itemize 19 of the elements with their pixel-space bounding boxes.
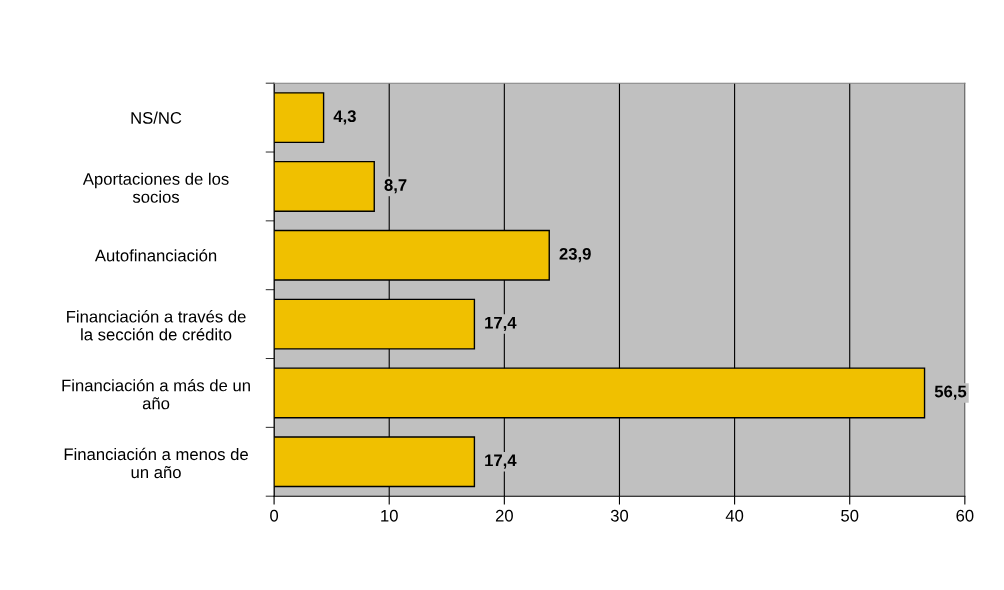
- x-tick-label: 0: [270, 509, 279, 522]
- x-tick-label: 20: [495, 509, 513, 522]
- data-label: 4,3: [333, 110, 356, 125]
- data-label: 8,7: [384, 179, 407, 194]
- x-tick-label: 60: [956, 509, 974, 522]
- data-label: 56,5: [934, 385, 967, 400]
- data-label: 17,4: [485, 316, 517, 331]
- y-tick-label: Autofinanciación: [94, 249, 217, 262]
- y-tick-label: NS/NC: [131, 111, 182, 124]
- x-tick-label: 40: [725, 509, 744, 522]
- x-tick-label: 30: [610, 509, 629, 522]
- y-tick-label: Financiación a menos de un año: [64, 447, 248, 479]
- y-tick-label: Financiación a más de un año: [62, 378, 250, 410]
- y-tick-label: Aportaciones de los socios: [82, 172, 229, 203]
- y-tick-label: Financiación a través de la sección de crédito: [67, 310, 246, 341]
- x-tick-label: 50: [841, 509, 859, 522]
- data-label: 17,4: [485, 454, 517, 469]
- x-tick-label: 10: [381, 509, 398, 522]
- data-label: 23,9: [559, 247, 591, 263]
